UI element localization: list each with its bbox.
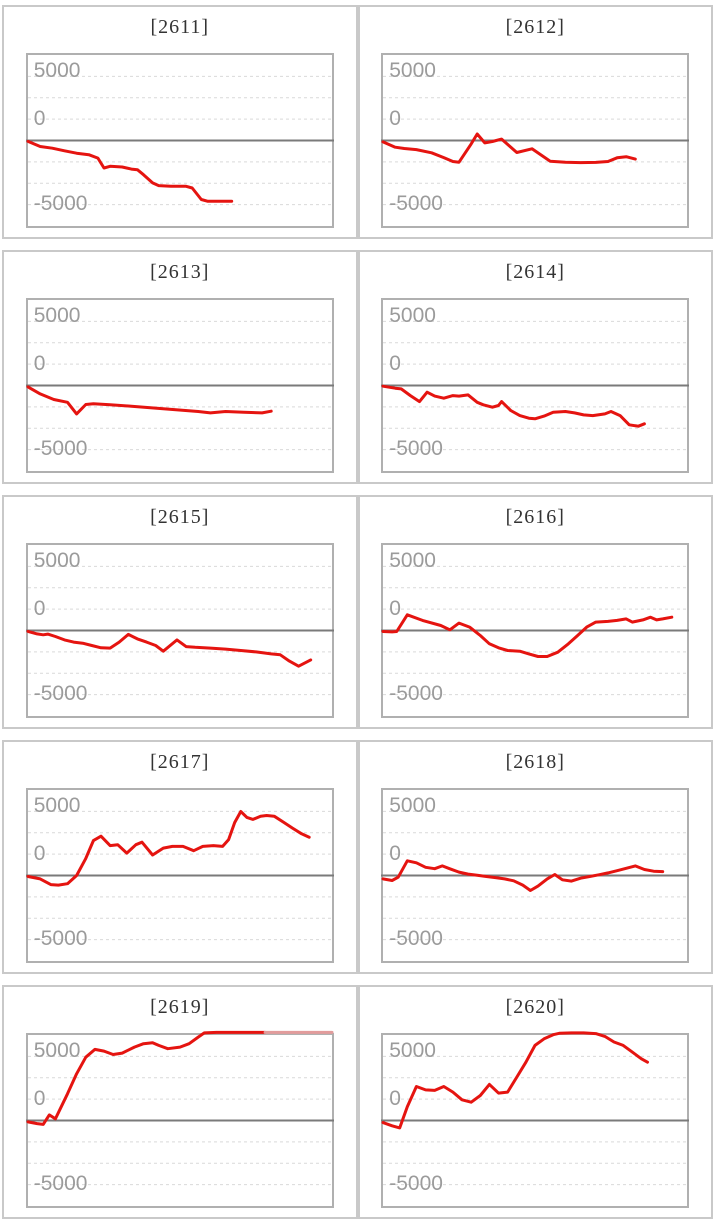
slump-graph	[381, 810, 690, 941]
chart-title: [2615]	[150, 506, 210, 528]
chart-card: [2614] 5000 0 -5000	[357, 250, 713, 484]
plot-area: 5000 0 -5000	[25, 298, 334, 473]
slump-graph	[25, 565, 334, 696]
plot-area: 5000 0 -5000	[25, 53, 334, 228]
chart-title: [2613]	[150, 261, 210, 283]
plot-area: 5000 0 -5000	[25, 543, 334, 718]
plot-area: 5000 0 -5000	[381, 1031, 690, 1208]
plot-area: 5000 0 -5000	[381, 298, 690, 473]
slump-graph	[25, 810, 334, 941]
plot-area: 5000 0 -5000	[381, 543, 690, 718]
slump-graph	[25, 1030, 334, 1186]
chart-title: [2616]	[505, 506, 565, 528]
chart-card: [2620] 5000 0 -5000	[357, 985, 713, 1219]
slump-line	[26, 1030, 267, 1126]
chart-title: [2620]	[505, 996, 565, 1018]
slump-graph	[25, 320, 334, 451]
chart-card: [2613] 5000 0 -5000	[2, 250, 358, 484]
slump-graph	[381, 1031, 690, 1186]
chart-card: [2615] 5000 0 -5000	[2, 495, 358, 729]
slump-line	[381, 384, 647, 428]
chart-row: [2615] 5000 0 -5000 [2616] 5000 0 -5000	[2, 495, 713, 729]
slump-line	[381, 1031, 650, 1130]
plot-area: 5000 0 -5000	[381, 53, 690, 228]
slump-line	[26, 810, 311, 887]
chart-card: [2616] 5000 0 -5000	[357, 495, 713, 729]
plot-area: 5000 0 -5000	[25, 1030, 334, 1208]
chart-title: [2617]	[150, 751, 210, 773]
slump-line	[381, 132, 638, 165]
slump-graph	[381, 565, 690, 696]
slump-line	[26, 139, 233, 203]
chart-row: [2617] 5000 0 -5000 [2618] 5000 0 -5000	[2, 740, 713, 974]
chart-card: [2617] 5000 0 -5000	[2, 740, 358, 974]
chart-title: [2612]	[505, 16, 565, 38]
slump-line	[381, 613, 674, 658]
chart-title: [2618]	[505, 751, 565, 773]
slump-line	[381, 859, 665, 892]
chart-row: [2611] 5000 0 -5000 [2612] 5000 0 -5000	[2, 5, 713, 239]
slump-line	[26, 385, 273, 416]
chart-card: [2611] 5000 0 -5000	[2, 5, 358, 239]
chart-card: [2612] 5000 0 -5000	[357, 5, 713, 239]
slump-graph	[381, 320, 690, 451]
chart-row: [2613] 5000 0 -5000 [2614] 5000 0 -5000	[2, 250, 713, 484]
chart-card: [2618] 5000 0 -5000	[357, 740, 713, 974]
slump-graph	[25, 75, 334, 206]
plot-area: 5000 0 -5000	[381, 788, 690, 963]
chart-title: [2619]	[150, 996, 210, 1018]
slump-graph	[381, 75, 690, 206]
chart-title: [2614]	[505, 261, 565, 283]
chart-row: [2619] 5000 0 -5000 [2620] 5000 0 -5000	[2, 985, 713, 1219]
chart-title: [2611]	[150, 16, 210, 38]
slump-line	[26, 629, 312, 668]
plot-area: 5000 0 -5000	[25, 788, 334, 963]
chart-card: [2619] 5000 0 -5000	[2, 985, 358, 1219]
